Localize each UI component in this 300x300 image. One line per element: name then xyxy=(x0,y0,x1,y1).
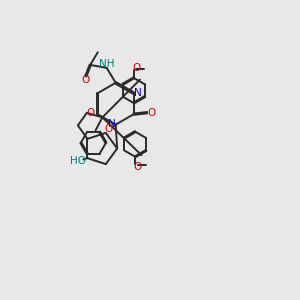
Text: O: O xyxy=(147,108,155,118)
Text: N: N xyxy=(108,119,116,129)
Text: NH: NH xyxy=(99,59,115,69)
Text: O: O xyxy=(104,124,112,134)
Text: O: O xyxy=(134,162,142,172)
Text: HO: HO xyxy=(70,155,86,166)
Text: O: O xyxy=(81,75,89,85)
Text: O: O xyxy=(132,63,140,73)
Text: O: O xyxy=(86,108,94,118)
Text: N: N xyxy=(134,88,142,98)
